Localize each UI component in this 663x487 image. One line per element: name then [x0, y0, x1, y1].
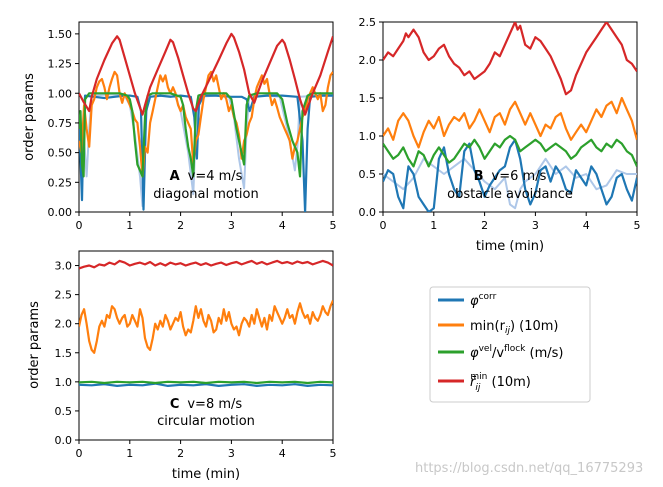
panel-b-speed: v=6 m/s — [492, 169, 547, 184]
panel-c-xtick-label: 5 — [330, 447, 337, 460]
legend-item-min-rij: min(rij) (10m) — [438, 319, 559, 336]
panel-b-annotation-line2: obstacle avoidance — [447, 187, 573, 202]
panel-a-ytick-label: 0.00 — [48, 206, 73, 219]
legend-item-rij-min: r̄ijmin (10m) — [438, 372, 531, 393]
panel-c-series-min-rij — [79, 299, 333, 354]
panel-a-annotation-line2: diagonal motion — [153, 187, 259, 202]
panel-b-xtick-label: 4 — [583, 219, 590, 232]
panel-b-xtick-label: 5 — [634, 219, 641, 232]
panel-c-speed: v=8 m/s — [187, 397, 242, 412]
panel-b-letter: B — [474, 169, 484, 184]
panel-a-ytick-label: 1.00 — [48, 87, 73, 100]
panel-c-ytick-label: 1.0 — [55, 376, 73, 389]
panel-c-ytick-label: 0.0 — [55, 434, 73, 447]
panel-a-letter: A — [170, 169, 180, 184]
panel-a-series-rij-min — [79, 32, 333, 116]
legend-item-corr: φcorr — [438, 292, 497, 309]
panel-b-ytick-label: 2.0 — [359, 54, 377, 67]
panel-c-xtick-label: 4 — [279, 447, 286, 460]
legend: φcorr min(rij) (10m) φvel/vflock (m/s) r… — [429, 286, 591, 403]
panel-c-ytick-label: 0.5 — [55, 405, 73, 418]
panel-a-ytick-label: 1.50 — [48, 28, 73, 41]
panel-a-speed: v=4 m/s — [188, 169, 243, 184]
panel-b-series-corr — [383, 138, 637, 212]
panel-a-ylabel: order params — [22, 73, 37, 161]
panel-b-xtick-label: 2 — [481, 219, 488, 232]
panel-a-series-vel — [79, 92, 333, 178]
legend-label-rij-min: r̄ijmin (10m) — [470, 372, 531, 393]
panel-a-series — [79, 32, 333, 212]
panel-c-ticks: 0 1 2 3 4 5 0.0 0.5 1.0 1.5 2.0 2.5 3.0 — [55, 260, 337, 460]
legend-frame — [429, 286, 591, 403]
panel-b-series-corr-light — [383, 157, 637, 210]
panel-b-ytick-label: 1.0 — [359, 130, 377, 143]
watermark: https://blog.csdn.net/qq_16775293 — [415, 461, 643, 476]
panel-b-xtick-label: 0 — [380, 219, 387, 232]
panel-b-series-min-rij — [383, 96, 637, 149]
panel-c-letter: C — [170, 397, 180, 412]
panel-b-series-rij-min — [383, 22, 637, 96]
panel-b-series — [383, 22, 637, 212]
legend-label-corr: φcorr — [470, 292, 497, 309]
panel-a-ytick-label: 0.25 — [48, 176, 73, 189]
panel-b-xtick-label: 3 — [532, 219, 539, 232]
panel-b-xlabel: time (min) — [476, 239, 544, 254]
panel-b-ytick-label: 0.5 — [359, 168, 377, 181]
panel-c-ytick-label: 2.0 — [55, 318, 73, 331]
panel-c-series-corr — [79, 382, 333, 387]
panel-a-xtick-label: 0 — [76, 219, 83, 232]
panel-a: 0 1 2 3 4 5 0.00 0.25 0.50 0.75 1.00 1.25 1.50 order… — [22, 21, 337, 232]
panel-b-ytick-label: 1.5 — [359, 92, 377, 105]
panel-c-xtick-label: 0 — [76, 447, 83, 460]
panel-c-xlabel: time (min) — [172, 467, 240, 482]
legend-label-min-rij: min(rij) (10m) — [470, 319, 559, 336]
panel-a-ticks: 0 1 2 3 4 5 0.00 0.25 0.50 0.75 1.00 1.25 1.50 — [48, 28, 337, 232]
panel-c-series — [79, 259, 333, 387]
panel-b-ticks: 0 1 2 3 4 5 0.0 0.5 1.0 1.5 2.0 2.5 — [359, 16, 641, 232]
panel-a-ytick-label: 0.75 — [48, 117, 73, 130]
panel-b-xtick-label: 1 — [430, 219, 437, 232]
panel-c-ytick-label: 3.0 — [55, 260, 73, 273]
legend-label-vel: φvel/vflock (m/s) — [470, 344, 563, 361]
panel-b-series-vel — [383, 134, 637, 168]
panel-a-xtick-label: 1 — [126, 219, 133, 232]
panel-c-ytick-label: 1.5 — [55, 347, 73, 360]
legend-item-vel: φvel/vflock (m/s) — [438, 344, 563, 361]
panel-c-series-rij-min — [79, 259, 333, 270]
panel-a-ytick-label: 0.50 — [48, 147, 73, 160]
panel-c-ytick-label: 2.5 — [55, 289, 73, 302]
panel-c-annotation-line2: circular motion — [157, 414, 255, 429]
panel-c-xtick-label: 1 — [126, 447, 133, 460]
panel-c-xtick-label: 3 — [228, 447, 235, 460]
panel-b-ytick-label: 0.0 — [359, 206, 377, 219]
panel-a-xtick-label: 3 — [228, 219, 235, 232]
panel-c-series-vel — [79, 380, 333, 385]
panel-a-xtick-label: 4 — [279, 219, 286, 232]
panel-c: 0 1 2 3 4 5 0.0 0.5 1.0 1.5 2.0 2.5 3.0 order params… — [27, 250, 337, 482]
panel-a-ytick-label: 1.25 — [48, 58, 73, 71]
panel-a-xtick-label: 5 — [330, 219, 337, 232]
panel-b-ytick-label: 2.5 — [359, 16, 377, 29]
panel-c-ylabel: order params — [27, 301, 42, 389]
panel-c-xtick-label: 2 — [177, 447, 184, 460]
panel-a-xtick-label: 2 — [177, 219, 184, 232]
